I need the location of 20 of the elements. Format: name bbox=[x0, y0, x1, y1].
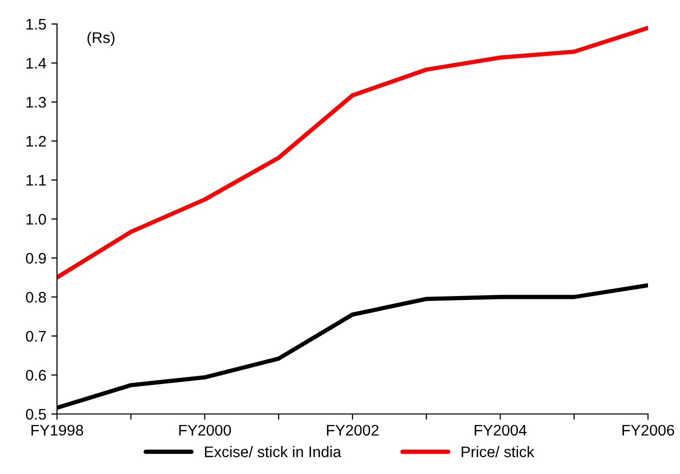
y-tick-label: 1.4 bbox=[26, 58, 46, 69]
legend-label: Price/ stick bbox=[462, 446, 534, 458]
annotation: (Rs) bbox=[88, 32, 114, 46]
legend-label: Excise/ stick in India bbox=[205, 446, 342, 458]
y-tick-label: 1.0 bbox=[26, 214, 46, 225]
y-tick-label: 0.7 bbox=[26, 330, 46, 342]
y-tick-label: 0.8 bbox=[26, 292, 46, 303]
y-tick-label: 1.1 bbox=[26, 175, 46, 186]
y-tick-label: 0.6 bbox=[26, 370, 46, 381]
x-tick-label: FY2002 bbox=[327, 424, 378, 436]
x-tick-label: FY1998 bbox=[32, 424, 84, 436]
x-tick-label: FY2000 bbox=[179, 424, 231, 436]
y-tick-label: 1.5 bbox=[26, 19, 46, 30]
y-tick-label: 0.5 bbox=[26, 408, 46, 420]
line-series bbox=[57, 26, 648, 280]
y-tick-label: 1.2 bbox=[26, 136, 46, 147]
x-tick-label: FY2004 bbox=[474, 424, 527, 436]
x-tick-label: FY2006 bbox=[622, 424, 674, 436]
y-tick-label: 0.9 bbox=[26, 252, 46, 264]
y-tick-label: 1.3 bbox=[26, 96, 46, 108]
